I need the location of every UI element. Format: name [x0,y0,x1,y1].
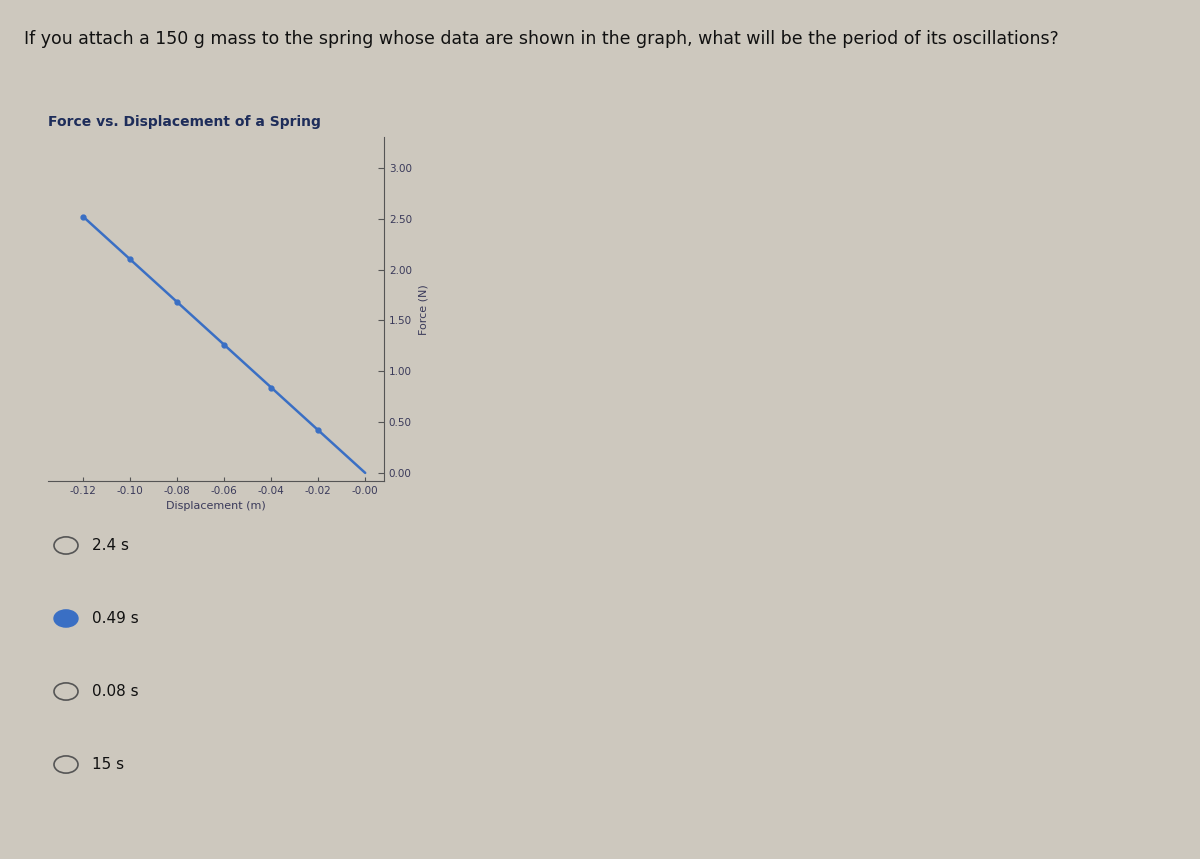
Text: 0.08 s: 0.08 s [92,684,139,699]
X-axis label: Displacement (m): Displacement (m) [166,502,266,511]
Text: 0.49 s: 0.49 s [92,611,139,626]
Text: If you attach a 150 g mass to the spring whose data are shown in the graph, what: If you attach a 150 g mass to the spring… [24,30,1058,48]
Y-axis label: Force (N): Force (N) [419,283,428,335]
Text: Force vs. Displacement of a Spring: Force vs. Displacement of a Spring [48,115,320,130]
Text: 2.4 s: 2.4 s [92,538,130,553]
Text: 15 s: 15 s [92,757,125,772]
